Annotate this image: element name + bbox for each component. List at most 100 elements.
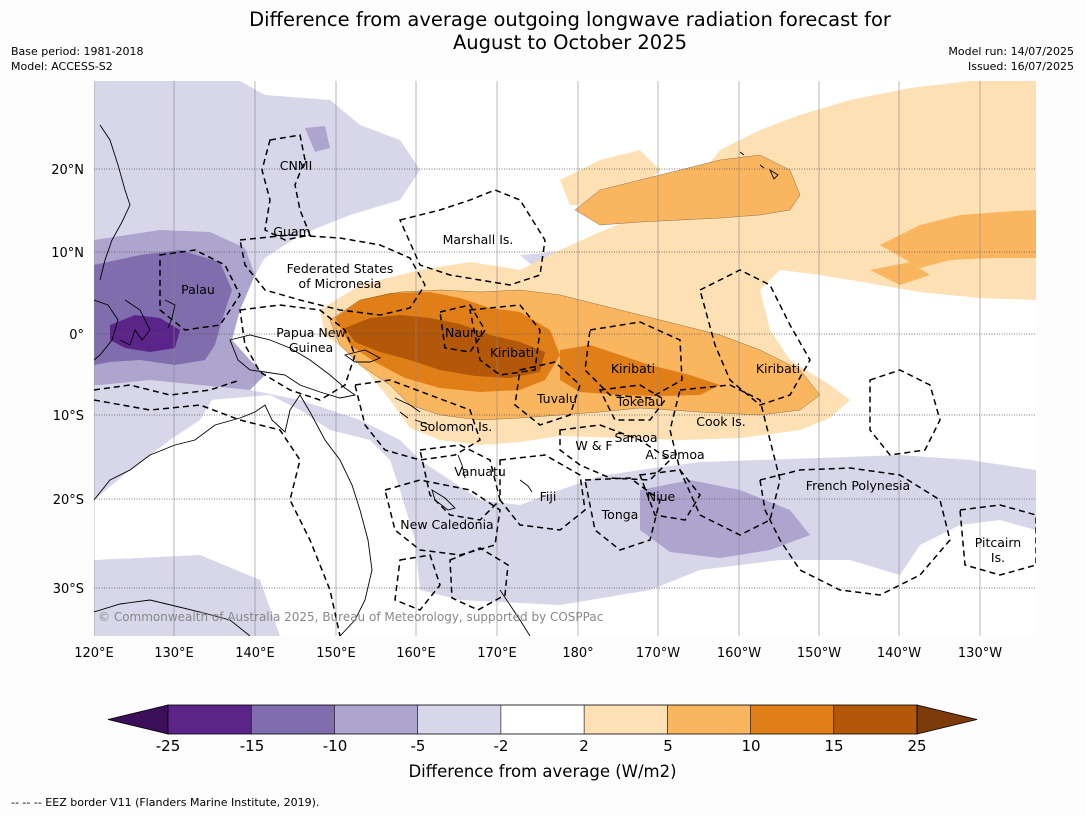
label-cnmi: CNMI: [280, 158, 313, 173]
map-plot-area: © Commonwealth of Australia 2025, Bureau…: [94, 81, 1036, 636]
eez-tokelau: [598, 384, 667, 421]
label-tuvalu: Tuvalu: [536, 391, 577, 406]
eez-wallis-samoa: [559, 424, 672, 481]
lon-label: 160°E: [396, 646, 436, 661]
label-png-2: Guinea: [289, 340, 333, 355]
title-line-2: August to October 2025: [452, 31, 688, 54]
eez-new-caledonia: [384, 479, 501, 556]
lat-label: 30°S: [53, 582, 84, 597]
colorbar-tick-label: 2: [579, 737, 589, 755]
lat-label: 20°S: [53, 493, 84, 508]
philippines-coast: [99, 124, 131, 281]
label-kiribati-east: Kiribati: [756, 361, 800, 376]
colorbar-swatch: [833, 705, 917, 734]
borneo-coast: [94, 299, 119, 361]
eez-kiribati-west: [469, 304, 541, 376]
copyright-text: © Commonwealth of Australia 2025, Bureau…: [98, 610, 603, 624]
label-palau: Palau: [181, 282, 215, 297]
lat-label: 10°S: [53, 409, 84, 424]
colorbar-swatch: [168, 705, 252, 734]
lat-label: 10°N: [51, 246, 84, 261]
eez-australia: [94, 399, 341, 636]
colorbar-swatch: [500, 705, 585, 734]
label-kiribati-west: Kiribati: [490, 345, 534, 360]
colorbar-swatch: [584, 705, 668, 734]
label-new-caledonia: New Caledonia: [400, 517, 493, 532]
region-labels: CNMI Guam Palau Federated States of Micr…: [181, 158, 1021, 565]
colorbar-tick-label: -5: [410, 737, 426, 755]
eez-kiribati-east: [699, 269, 811, 406]
colorbar-swatch: [251, 705, 335, 734]
label-marshall: Marshall Is.: [443, 232, 514, 247]
lon-label: 150°W: [797, 646, 841, 661]
label-pitcairn-1: Pitcairn: [975, 535, 1021, 550]
label-guam: Guam: [273, 224, 310, 239]
map-title: Difference from average outgoing longwav…: [0, 8, 1085, 54]
label-asamoa: A. Samoa: [645, 447, 704, 462]
eez-cnmi-guam: [261, 134, 312, 241]
label-wf: W & F: [575, 438, 612, 453]
eez-lord-howe: [394, 554, 441, 611]
colorbar-tick-label: 5: [663, 737, 673, 755]
latitude-labels: 20°N 10°N 0° 10°S 20°S 30°S: [51, 163, 84, 597]
longitude-labels: 120°E 130°E 140°E 150°E 160°E 170°E 180°…: [74, 646, 1002, 661]
model-name: Model: ACCESS-S2: [11, 60, 113, 73]
lon-label: 160°W: [717, 646, 761, 661]
lon-label: 150°E: [316, 646, 356, 661]
eez-pitcairn: [959, 504, 1036, 576]
lat-label: 20°N: [51, 163, 84, 178]
colorbar-extend-low: [107, 704, 169, 735]
lon-label: 130°W: [958, 646, 1002, 661]
lon-label: 170°E: [477, 646, 517, 661]
new-zealand-coast: [499, 589, 531, 636]
latitude-gridlines: [94, 168, 1036, 589]
colorbar-tick-label: 10: [741, 737, 761, 755]
lon-label: 180°: [562, 646, 593, 661]
title-line-1: Difference from average outgoing longwav…: [249, 8, 891, 31]
coastlines: [94, 124, 779, 636]
hawaii-islands: [739, 151, 779, 180]
lon-label: 140°E: [235, 646, 275, 661]
label-nauru: Nauru: [445, 325, 483, 340]
label-tonga: Tonga: [601, 507, 639, 522]
halmahera-coast: [164, 299, 176, 329]
fiji-islands: [519, 479, 533, 493]
label-fsm-1: Federated States: [287, 261, 394, 276]
eez-french-polynesia: [759, 467, 951, 596]
eez-fsm: [239, 234, 426, 316]
meta-left: Base period: 1981-2018 Model: ACCESS-S2: [11, 44, 143, 74]
colorbar-swatch: [417, 705, 501, 734]
longitude-gridlines: [94, 81, 981, 636]
contour-lines: [329, 154, 821, 421]
base-period: Base period: 1981-2018: [11, 45, 144, 58]
vanuatu-islands: [457, 454, 466, 479]
new-caledonia-coast: [431, 488, 456, 511]
colorbar-swatch: [667, 705, 751, 734]
lon-label: 140°W: [877, 646, 921, 661]
colorbar-extend-high: [916, 704, 978, 735]
eez-nauru: [439, 304, 486, 353]
lon-label: 170°W: [636, 646, 680, 661]
eez-norfolk: [449, 547, 509, 611]
label-cook: Cook Is.: [696, 414, 745, 429]
colorbar-swatch: [750, 705, 834, 734]
eez-borders: [94, 134, 1036, 636]
label-niue: Niue: [647, 489, 676, 504]
colorbar-swatch: [334, 705, 418, 734]
australia-coast: [94, 394, 373, 636]
eez-tuvalu: [514, 361, 581, 426]
eez-png: [239, 304, 356, 401]
label-kiribati-central: Kiribati: [611, 361, 655, 376]
label-french-polynesia: French Polynesia: [806, 478, 910, 493]
colorbar-tick-label: 15: [824, 737, 844, 755]
colorbar-label: Difference from average (W/m2): [408, 762, 677, 781]
colorbar-tick-label: -10: [322, 737, 348, 755]
australia-south-coast: [94, 599, 251, 636]
anomaly-shading-minus25: [110, 315, 180, 352]
new-guinea-coast: [229, 334, 357, 399]
sulawesi-coast: [119, 299, 151, 346]
label-solomon: Solomon Is.: [420, 419, 493, 434]
colorbar-border: [167, 704, 918, 735]
colorbar-tick-label: -2: [493, 737, 509, 755]
